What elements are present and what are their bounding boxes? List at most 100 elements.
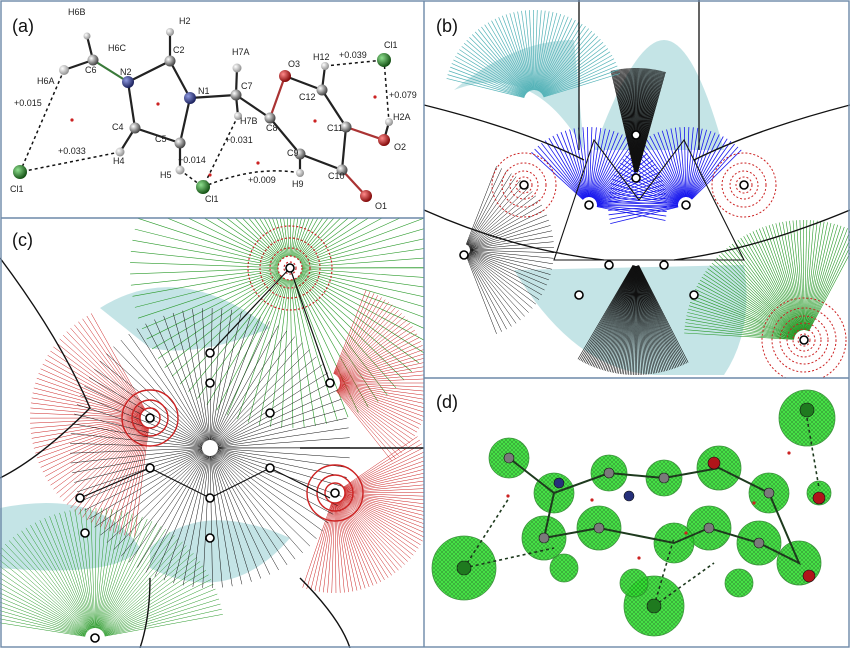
label-h2: H2 [179, 16, 191, 26]
surface-blob [724, 568, 754, 598]
label-h7b: H7B [240, 116, 258, 126]
red-rays-right [302, 436, 424, 593]
nucleus-c [205, 493, 215, 503]
nucleus-c [75, 493, 85, 503]
label-c5: C5 [155, 134, 167, 144]
atom-sphere [799, 402, 815, 418]
label-h6b: H6B [68, 7, 86, 17]
panel-d-label: (d) [436, 392, 458, 412]
contact-h12-cl1: +0.039 [339, 50, 367, 60]
contact-h9-cl1: +0.009 [248, 175, 276, 185]
nucleus-b [604, 260, 614, 270]
cyan-region-top [100, 287, 270, 351]
label-c2: C2 [173, 45, 185, 55]
carbon-sphere [603, 467, 615, 479]
critical-point [637, 556, 641, 560]
label-cl1-topright: Cl1 [384, 40, 398, 50]
atom-sphere [456, 560, 472, 576]
carbon-sphere [593, 522, 605, 534]
nucleus-c [265, 463, 275, 473]
nucleus-c [265, 408, 275, 418]
nucleus-b [739, 180, 749, 190]
critical-point [590, 498, 594, 502]
label-o2: O2 [394, 142, 406, 152]
nucleus-c [205, 533, 215, 543]
nucleus-c [145, 413, 155, 423]
black-rays-left [465, 166, 554, 334]
contact-values: +0.015 +0.033 +0.014 +0.031 +0.009 +0.03… [14, 50, 417, 185]
atom-sphere [553, 477, 565, 489]
critical-point [506, 494, 510, 498]
carbon-sphere [658, 472, 670, 484]
panel-c-label: (c) [12, 230, 33, 250]
carbon-sphere [503, 452, 515, 464]
critical-point [752, 501, 756, 505]
label-c7: C7 [241, 81, 253, 91]
molecule-diagram: H6B H6C C6 H6A N2 C2 H2 N1 C4 C5 H4 H5 H… [10, 7, 417, 211]
label-c11: C11 [327, 123, 343, 133]
panel-b-label: (b) [436, 16, 458, 36]
label-c9: C9 [287, 148, 299, 158]
nucleus-b [574, 290, 584, 300]
critical-point [787, 451, 791, 455]
carbon-sphere [703, 522, 715, 534]
label-c8: C8 [266, 123, 278, 133]
label-c4: C4 [112, 122, 124, 132]
label-c6: C6 [85, 65, 97, 75]
contact-h5-cl1: +0.014 [178, 155, 206, 165]
nucleus-b [799, 335, 809, 345]
carbon-sphere [538, 532, 550, 544]
contact-h2a-cl1: +0.079 [389, 90, 417, 100]
nucleus-b [681, 200, 691, 210]
nucleus-b [631, 130, 641, 140]
surface-blob [549, 553, 579, 583]
nucleus-b [631, 173, 641, 183]
nucleus-b [584, 200, 594, 210]
nucleus-c [90, 633, 100, 643]
nucleus-c [205, 348, 215, 358]
gradient-map-c [0, 218, 424, 648]
nucleus-b [459, 250, 469, 260]
atom-sphere [646, 598, 662, 614]
surface-map-d [431, 389, 836, 637]
panel-a: (a) [0, 0, 424, 218]
label-cl1-left: Cl1 [10, 184, 24, 194]
label-o1: O1 [375, 201, 387, 211]
atom-sphere [623, 490, 635, 502]
label-h7a: H7A [232, 47, 250, 57]
panel-d: (d) [424, 378, 850, 648]
nucleus-c [330, 488, 340, 498]
contact-h4-cl1: +0.033 [58, 146, 86, 156]
label-n2: N2 [120, 67, 132, 77]
nucleus-c [285, 263, 295, 273]
label-h2a: H2A [393, 112, 411, 122]
atom-sphere [802, 569, 816, 583]
label-n1: N1 [198, 86, 210, 96]
label-c10: C10 [328, 171, 345, 181]
panel-c: (c) [0, 218, 424, 648]
label-h12: H12 [313, 52, 330, 62]
label-cl1-bottom: Cl1 [205, 194, 219, 204]
red-rays-upper-right [333, 289, 424, 462]
label-h6a: H6A [37, 76, 55, 86]
label-o3: O3 [288, 59, 300, 69]
nucleus-c [205, 378, 215, 388]
label-h5: H5 [160, 170, 172, 180]
panel-b: (b) [424, 0, 850, 378]
nucleus-c [325, 378, 335, 388]
nucleus-c [80, 528, 90, 538]
surface-blob [619, 568, 649, 598]
label-c12: C12 [299, 92, 316, 102]
label-h6c: H6C [108, 43, 127, 53]
nucleus-b [689, 290, 699, 300]
label-h9: H9 [292, 179, 304, 189]
nucleus-c [145, 463, 155, 473]
nucleus-b [519, 180, 529, 190]
carbon-sphere [763, 487, 775, 499]
nucleus-b [659, 260, 669, 270]
atom-sphere [707, 456, 721, 470]
carbon-sphere [753, 537, 765, 549]
contact-h7b-cl1: +0.031 [225, 135, 253, 145]
critical-point [684, 531, 688, 535]
